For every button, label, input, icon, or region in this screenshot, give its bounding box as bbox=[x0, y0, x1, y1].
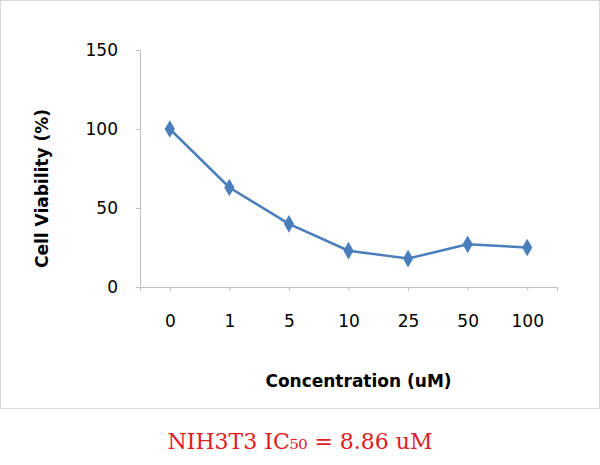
data-point bbox=[522, 239, 532, 257]
x-tick-mark bbox=[527, 287, 528, 291]
x-tick: 50 bbox=[457, 287, 479, 331]
data-point bbox=[165, 120, 175, 138]
chart-svg: 0 50 100 150 0 1 5 10 25 50 100 Concentration (uM) C… bbox=[0, 0, 600, 465]
y-tick: 150 bbox=[86, 40, 140, 60]
x-tick-label: 25 bbox=[398, 311, 420, 331]
x-tick-label: 0 bbox=[165, 311, 176, 331]
x-tick: 1 bbox=[224, 287, 235, 331]
x-tick-mark bbox=[408, 287, 409, 291]
x-tick-label: 5 bbox=[284, 311, 295, 331]
y-tick: 0 bbox=[107, 277, 140, 297]
x-tick-mark bbox=[349, 287, 350, 291]
y-tick-label: 150 bbox=[86, 40, 118, 60]
chart-title: NIH3T3 IC₅₀ = 8.86 uM bbox=[167, 429, 432, 454]
chart-frame bbox=[1, 1, 600, 409]
y-axis-title: Cell Viability (%) bbox=[32, 109, 52, 268]
data-point bbox=[403, 250, 413, 268]
y-tick-mark bbox=[136, 208, 140, 209]
y-axis: 0 50 100 150 bbox=[86, 40, 141, 297]
y-tick-mark bbox=[136, 129, 140, 130]
x-axis: 0 1 5 10 25 50 100 bbox=[141, 287, 558, 331]
x-tick-label: 50 bbox=[457, 311, 479, 331]
x-tick-label: 1 bbox=[224, 311, 235, 331]
y-axis-line bbox=[136, 51, 141, 288]
data-point bbox=[343, 242, 353, 260]
x-tick: 10 bbox=[338, 287, 360, 331]
x-tick: 25 bbox=[398, 287, 420, 331]
data-point bbox=[463, 236, 473, 254]
plot-area bbox=[165, 120, 533, 267]
y-tick: 50 bbox=[96, 198, 140, 218]
y-tick-label: 0 bbox=[107, 277, 118, 297]
data-point bbox=[284, 215, 294, 233]
x-axis-line bbox=[141, 288, 558, 292]
x-tick: 100 bbox=[511, 287, 543, 331]
x-axis-title: Concentration (uM) bbox=[265, 371, 451, 391]
x-tick-mark bbox=[289, 287, 290, 291]
x-tick-mark bbox=[170, 287, 171, 291]
y-tick-mark bbox=[136, 287, 140, 288]
x-tick-mark bbox=[229, 287, 230, 291]
y-tick-label: 100 bbox=[86, 119, 118, 139]
x-tick-label: 100 bbox=[511, 311, 543, 331]
x-tick-label: 10 bbox=[338, 311, 360, 331]
y-tick: 100 bbox=[86, 119, 140, 139]
y-tick-label: 50 bbox=[96, 198, 118, 218]
data-point bbox=[224, 179, 234, 197]
y-tick-mark bbox=[136, 50, 140, 51]
x-tick-mark bbox=[468, 287, 469, 291]
data-line bbox=[170, 129, 527, 259]
x-tick: 0 bbox=[165, 287, 176, 331]
x-tick: 5 bbox=[284, 287, 295, 331]
